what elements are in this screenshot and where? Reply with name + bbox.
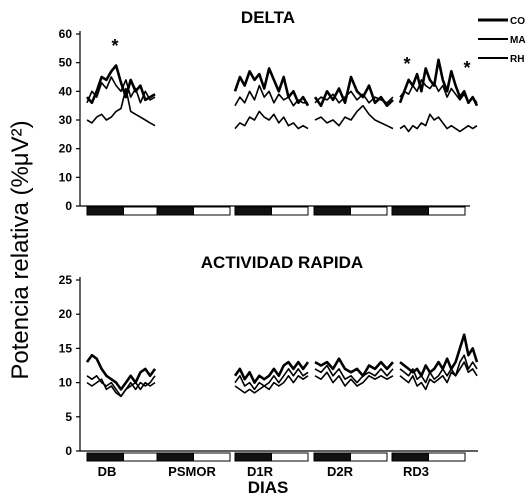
series-line-co: [399, 333, 479, 378]
strip-dark-block: [391, 206, 429, 216]
series-line-co: [233, 360, 310, 384]
y-tick-label: 60: [59, 27, 73, 41]
x-axis-label: DIAS: [248, 478, 289, 497]
category-label-d2r: D2R: [327, 464, 354, 479]
y-tick-label: 5: [65, 410, 72, 424]
strip-dark-block: [86, 452, 124, 462]
category-labels: DB PSMOR D1R D2R RD3: [98, 464, 429, 479]
y-tick-label: 10: [59, 376, 73, 390]
series-line-co: [314, 357, 394, 378]
y-tick-label: 20: [59, 307, 73, 321]
legend: CO MA RH: [478, 16, 526, 65]
y-tick-label: 0: [65, 199, 72, 213]
series-line-rh: [399, 113, 478, 133]
series-line-rh: [86, 87, 156, 127]
series-line-ma: [234, 84, 308, 107]
category-label-d1r: D1R: [247, 464, 274, 479]
strip-dark-block: [391, 452, 429, 462]
y-axis-label-group: Potencia relativa (%μV²): [7, 120, 34, 379]
panel-actividad-rapida: ACTIVIDAD RAPIDA 0 5 10 15 20 25: [59, 253, 479, 462]
significance-star: *: [463, 58, 470, 78]
strip-light-block: [350, 206, 388, 216]
strip-dark-block: [86, 206, 124, 216]
strip-light-block: [123, 452, 161, 462]
category-label-db: DB: [98, 464, 117, 479]
series-line-ma: [314, 364, 394, 384]
series-line-rh: [314, 371, 394, 387]
strip-dark-block: [313, 206, 351, 216]
series-line-co: [85, 353, 157, 391]
strip-dark-block: [156, 206, 194, 216]
significance-star: *: [111, 36, 118, 56]
y-tick-label: 20: [59, 142, 73, 156]
series-line-ma: [234, 368, 309, 391]
strip-light-block: [123, 206, 161, 216]
strip-dark-block: [156, 452, 194, 462]
strip-dark-block: [234, 452, 272, 462]
significance-star: *: [403, 54, 410, 74]
panel-title-actividad-rapida: ACTIVIDAD RAPIDA: [201, 253, 363, 272]
series-line-ma: [86, 375, 156, 398]
legend-label-ma: MA: [510, 35, 526, 46]
series-line-rh: [399, 361, 478, 391]
category-label-rd3: RD3: [403, 464, 429, 479]
legend-label-co: CO: [510, 16, 525, 27]
series-line-co: [233, 67, 310, 107]
y-tick-label: 10: [59, 170, 73, 184]
strip-light-block: [428, 452, 466, 462]
y-tick-label: 0: [65, 444, 72, 458]
series-line-ma: [399, 354, 478, 384]
strip-dark-block: [313, 452, 351, 462]
strip-light-block: [350, 452, 388, 462]
y-tick-label: 30: [59, 113, 73, 127]
y-tick-label: 40: [59, 84, 73, 98]
y-tick-label: 15: [59, 341, 73, 355]
strip-light-block: [428, 206, 466, 216]
legend-label-rh: RH: [510, 54, 524, 65]
y-tick-label: 50: [59, 56, 73, 70]
series-line-rh: [86, 378, 156, 398]
strip-light-block: [193, 452, 231, 462]
strip-light-block: [271, 206, 309, 216]
strip-light-block: [271, 452, 309, 462]
y-tick-label: 25: [59, 273, 73, 287]
series-line-rh: [234, 110, 309, 130]
y-axis-label: Potencia relativa (%μV²): [7, 120, 34, 379]
series-line-ma: [399, 79, 478, 104]
strip-light-block: [193, 206, 231, 216]
panel-title-delta: DELTA: [241, 8, 295, 27]
series-line-co: [313, 75, 394, 107]
series-line-rh: [314, 104, 394, 130]
panel-delta: DELTA 0 10 20 30 40 50 60 * * *: [59, 8, 479, 216]
series-line-rh: [234, 375, 309, 394]
series-line-ma: [86, 76, 156, 104]
category-label-psmor: PSMOR: [168, 464, 216, 479]
strip-dark-block: [234, 206, 272, 216]
series-line-ma: [314, 90, 394, 104]
